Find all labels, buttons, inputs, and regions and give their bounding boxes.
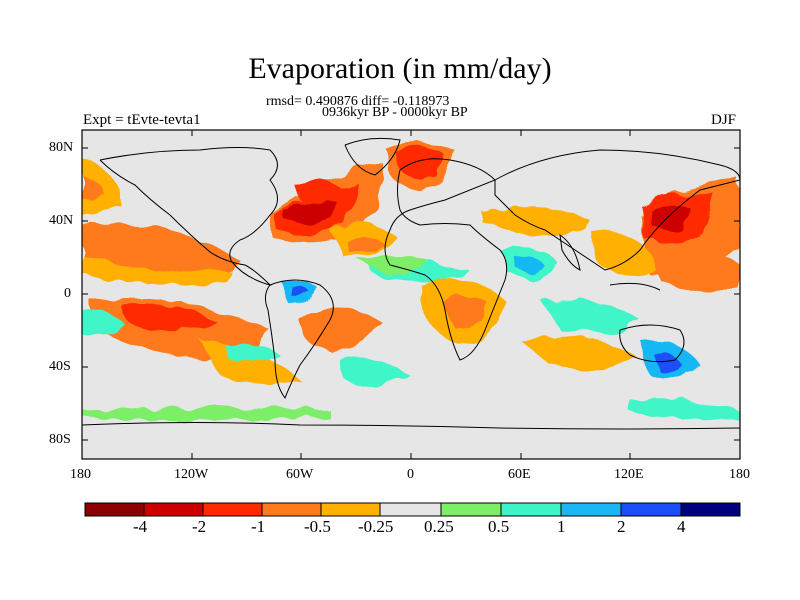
lat-tick-marks <box>82 147 740 441</box>
colorbar-label: 1 <box>557 517 566 536</box>
lon-tick-label: 180 <box>729 467 750 482</box>
colorbar-label: 0.25 <box>424 517 454 536</box>
colorbar-box-5 <box>380 503 441 516</box>
colorbar-label: 0.5 <box>488 517 510 536</box>
colorbar <box>84 502 741 517</box>
evaporation-field <box>82 141 740 420</box>
season-label: DJF <box>711 112 737 128</box>
lon-tick-marks <box>81 130 741 459</box>
lat-tick-label: 80N <box>49 140 74 155</box>
lat-tick-label: 0 <box>64 286 71 301</box>
lat-tick-label: 40N <box>49 213 74 228</box>
lon-tick-label: 0 <box>407 467 414 482</box>
colorbar-label: -2 <box>192 517 207 536</box>
colorbar-label: 2 <box>617 517 626 536</box>
lon-tick-label: 60W <box>286 467 314 482</box>
lon-tick-label: 180 <box>70 467 91 482</box>
colorbar-box-0 <box>85 503 144 516</box>
colorbar-label: 4 <box>677 517 686 536</box>
coastlines <box>82 137 740 430</box>
lat-tick-label: 80S <box>49 432 71 447</box>
colorbar-label: -0.5 <box>304 517 331 536</box>
colorbar-box-6 <box>441 503 501 516</box>
colorbar-box-10 <box>681 503 740 516</box>
colorbar-box-9 <box>621 503 681 516</box>
lon-tick-label: 120W <box>174 467 209 482</box>
stats-line: rmsd= 0.490876 diff= -0.118973 <box>266 94 450 109</box>
experiment-label: Expt = tEvte-tevta1 <box>83 112 201 128</box>
colorbar-label: -1 <box>251 517 266 536</box>
lon-tick-label: 120E <box>614 467 644 482</box>
colorbar-label: -0.25 <box>358 517 394 536</box>
figure-title: Evaporation (in mm/day) <box>248 52 552 85</box>
colorbar-box-2 <box>203 503 262 516</box>
lon-tick-label: 60E <box>508 467 531 482</box>
colorbar-box-3 <box>262 503 321 516</box>
colorbar-box-7 <box>501 503 561 516</box>
period-line: 0936kyr BP - 0000kyr BP <box>322 105 468 120</box>
colorbar-box-4 <box>321 503 380 516</box>
colorbar-box-8 <box>561 503 621 516</box>
colorbar-label: -4 <box>133 517 148 536</box>
lat-tick-label: 40S <box>49 359 71 374</box>
colorbar-box-1 <box>144 503 203 516</box>
